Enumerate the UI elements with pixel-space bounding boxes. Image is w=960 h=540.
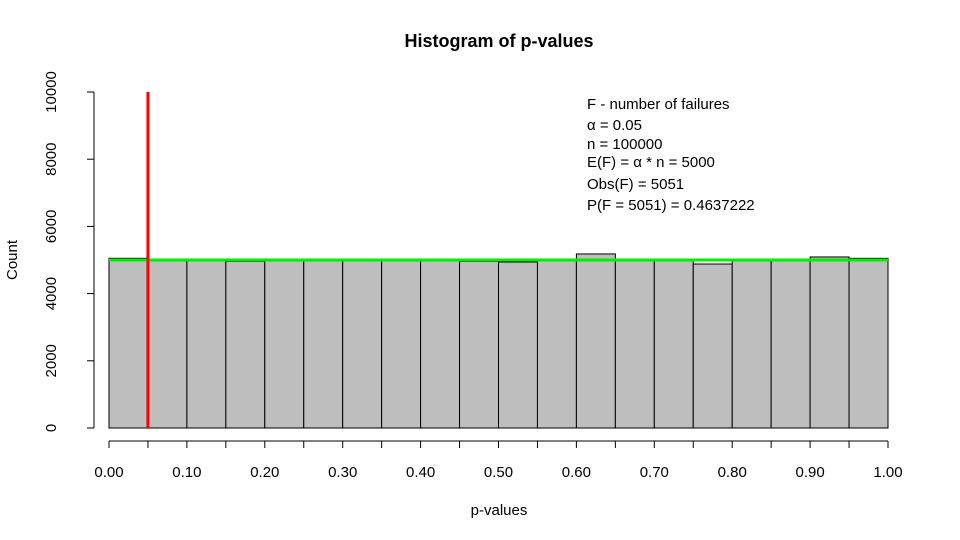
histogram-bar (809, 256, 850, 429)
histogram-bar (420, 259, 461, 429)
histogram-bar (225, 260, 266, 429)
histogram-bar (653, 259, 694, 429)
y-tick-label: 4000 (43, 277, 60, 310)
x-tick-label: 1.00 (873, 464, 902, 481)
histogram-bar (459, 260, 499, 429)
histogram-bar (731, 259, 772, 429)
annotation-line: P(F = 5051) = 0.4637222 (587, 197, 755, 214)
y-tick-label: 6000 (43, 210, 60, 243)
x-tick-label: 0.70 (640, 464, 669, 481)
x-tick-label: 0.80 (718, 464, 747, 481)
chart-title: Histogram of p-values (404, 31, 593, 51)
histogram-bar (303, 259, 344, 429)
histogram-bar (186, 259, 227, 429)
annotation-line: α = 0.05 (587, 117, 642, 134)
x-tick-label: 0.30 (328, 464, 357, 481)
annotation-line: F - number of failures (587, 96, 730, 113)
reference-lines (109, 92, 888, 428)
annotation-line: n = 100000 (587, 136, 663, 153)
histogram-bar (108, 257, 149, 429)
y-tick-label: 10000 (43, 71, 60, 113)
histogram-bar (381, 259, 422, 429)
annotation-line: Obs(F) = 5051 (587, 176, 684, 193)
x-tick-label: 0.00 (94, 464, 123, 481)
x-axis-title: p-values (471, 502, 528, 519)
x-tick-label: 0.10 (172, 464, 201, 481)
histogram-bar (147, 259, 188, 429)
x-tick-label: 0.20 (250, 464, 279, 481)
histogram-bar (536, 259, 577, 429)
y-axis-title: Count (4, 239, 21, 280)
bars-group (108, 253, 889, 429)
histogram-bar (342, 259, 383, 429)
histogram-bar (264, 259, 305, 429)
histogram-bar (692, 263, 733, 429)
y-tick-label: 2000 (43, 344, 60, 377)
y-tick-label: 8000 (43, 143, 60, 176)
histogram-bar (848, 257, 889, 429)
histogram-bar (614, 259, 655, 429)
histogram-bar (575, 253, 616, 429)
x-tick-label: 0.90 (795, 464, 824, 481)
x-tick-label: 0.50 (484, 464, 513, 481)
x-tick-label: 0.40 (406, 464, 435, 481)
y-axis: 0 2000 4000 6000 8000 10000 (43, 71, 95, 432)
annotation-block: F - number of failures α = 0.05 n = 100000… (587, 96, 755, 214)
histogram-bar (770, 259, 811, 429)
annotation-line: E(F) = α * n = 5000 (587, 154, 715, 171)
x-tick-label: 0.60 (562, 464, 591, 481)
y-tick-label: 0 (43, 424, 60, 432)
histogram-bar (498, 261, 538, 429)
x-axis: 0.00 0.10 0.20 0.30 0.40 0.50 0.60 0.70 0.80 0.90… (94, 440, 903, 481)
